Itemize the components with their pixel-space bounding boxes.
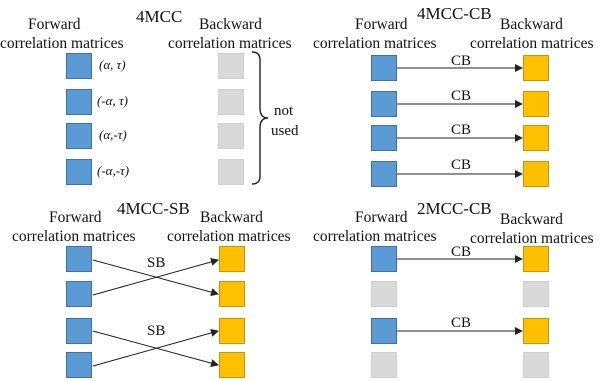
p2-forward-matrix-3 <box>371 125 397 151</box>
p1-backward-matrix-2 <box>218 89 244 115</box>
p3-backward-matrix-3 <box>219 318 245 344</box>
p4-forward-matrix-4-unused <box>371 352 397 378</box>
p1-forward-matrix-3 <box>66 123 92 149</box>
p1-forward-label: Forward <box>28 16 81 33</box>
p3-forward-label-line2: correlation matrices <box>12 228 136 245</box>
p2-backward-label-line2: correlation matrices <box>470 35 594 52</box>
p3-forward-matrix-2 <box>66 281 92 307</box>
p4-title: 2MCC-CB <box>417 199 492 218</box>
p1-title: 4MCC <box>136 7 183 26</box>
p2-arrow-label-1: CB <box>451 53 472 69</box>
p3-backward-matrix-1 <box>219 246 245 272</box>
p1-backward-matrix-3 <box>218 123 244 149</box>
p1-forward-matrix-4 <box>66 159 92 185</box>
p1-brace-label-line2: used <box>271 123 299 139</box>
p2-backward-label: Backward <box>500 16 563 33</box>
p2-arrow-label-2: CB <box>451 88 472 104</box>
p1-param-2: (-α, τ) <box>97 93 128 108</box>
p1-backward-matrix-4 <box>218 159 244 185</box>
p2-arrow-label-4: CB <box>451 157 472 173</box>
p1-brace <box>251 51 269 185</box>
p1-param-3: (α,-τ) <box>99 127 127 142</box>
p2-forward-label: Forward <box>355 16 408 33</box>
p3-forward-matrix-4 <box>66 352 92 378</box>
p4-backward-matrix-2-unused <box>523 281 549 307</box>
p2-forward-matrix-1 <box>371 55 397 81</box>
p4-forward-label-line2: correlation matrices <box>313 228 437 245</box>
p4-forward-matrix-2-unused <box>371 281 397 307</box>
p2-arrow-label-3: CB <box>451 122 472 138</box>
p2-backward-matrix-1 <box>523 55 549 81</box>
p1-param-4: (-α,-τ) <box>97 163 130 178</box>
p3-backward-matrix-4 <box>219 352 245 378</box>
p3-arrow-label-2: SB <box>147 323 166 339</box>
p3-forward-label: Forward <box>49 209 102 226</box>
p2-backward-matrix-3 <box>523 125 549 151</box>
p3-backward-label: Backward <box>200 209 263 226</box>
p1-forward-matrix-1 <box>66 53 92 79</box>
p2-forward-label-line2: correlation matrices <box>313 35 437 52</box>
p3-forward-matrix-3 <box>66 318 92 344</box>
p2-forward-matrix-4 <box>371 161 397 187</box>
p3-arrow-2-to-1 <box>92 258 219 296</box>
p3-arrow-label-1: SB <box>147 255 166 271</box>
p1-backward-label-line2: correlation matrices <box>168 35 292 52</box>
p4-backward-matrix-1 <box>523 246 549 272</box>
p1-param-1: (α, τ) <box>99 57 126 72</box>
p2-title: 4MCC-CB <box>417 4 492 23</box>
p3-forward-matrix-1 <box>66 246 92 272</box>
p4-forward-label: Forward <box>355 209 408 226</box>
p3-backward-label-line2: correlation matrices <box>167 228 291 245</box>
p1-forward-label-line2: correlation matrices <box>0 35 124 52</box>
p2-forward-matrix-2 <box>371 91 397 117</box>
p4-backward-matrix-3 <box>523 318 549 344</box>
p4-backward-label-line2: correlation matrices <box>470 230 594 247</box>
p4-arrow-label-2: CB <box>451 315 472 331</box>
p2-backward-matrix-4 <box>523 161 549 187</box>
p1-backward-label: Backward <box>199 16 262 33</box>
p3-backward-matrix-2 <box>219 281 245 307</box>
p4-backward-label: Backward <box>500 211 563 228</box>
p4-forward-matrix-1 <box>371 246 397 272</box>
p4-arrow-label-1: CB <box>451 244 472 260</box>
p3-title: 4MCC-SB <box>117 199 190 218</box>
p1-forward-matrix-2 <box>66 89 92 115</box>
p4-forward-matrix-3 <box>371 318 397 344</box>
p2-backward-matrix-2 <box>523 91 549 117</box>
p1-backward-matrix-1 <box>218 53 244 79</box>
p4-backward-matrix-4-unused <box>523 352 549 378</box>
p1-brace-label-line1: not <box>274 103 294 119</box>
p3-arrow-4-to-3 <box>92 329 219 367</box>
